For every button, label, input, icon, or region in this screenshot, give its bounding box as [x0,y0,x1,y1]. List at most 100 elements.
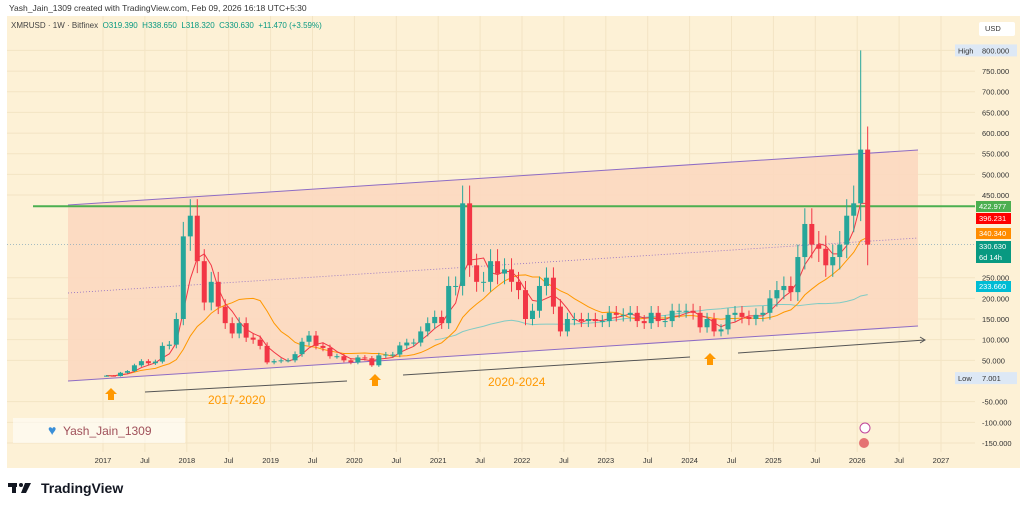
candle [145,361,151,364]
candle [767,298,773,313]
countdown-label: 6d 14h [979,253,1002,262]
currency-button[interactable]: USD [979,22,1015,36]
x-tick-label: 2021 [430,456,447,465]
candle [522,290,528,320]
candle [446,285,452,324]
price-label-bg [976,241,1011,263]
x-tick-label: Jul [894,456,904,465]
y-tick-label: 550.000 [982,150,1009,159]
high-value: H338.650 [142,21,177,30]
candle [355,357,361,363]
candle [516,281,522,291]
candle [362,357,368,359]
x-tick-label: Jul [475,456,485,465]
candle [404,342,410,346]
candle [285,360,291,362]
candle [578,319,584,322]
candle [704,319,710,328]
price-label: 396.231 [979,214,1006,223]
candle [222,306,228,324]
candle [739,312,745,317]
x-tick-label: 2025 [765,456,782,465]
candle [690,310,696,313]
low-marker-value: 7.001 [982,374,1001,383]
tradingview-logo[interactable]: TradingView [8,480,123,496]
candle [271,361,277,363]
symbol-name[interactable]: XMRUSD · 1W · Bitfinex [11,21,99,30]
x-tick-label: 2027 [933,456,950,465]
x-tick-label: 2024 [681,456,698,465]
watermark-text: Yash_Jain_1309 [63,424,152,438]
tradingview-logo-icon [8,483,31,493]
candle [383,354,389,356]
candle [760,312,766,315]
y-tick-label: 50.000 [982,356,1005,365]
candle [131,365,137,372]
candle [858,149,864,204]
x-tick-label: 2019 [262,456,279,465]
candle [809,223,815,245]
price-label: 340.340 [979,229,1006,238]
candle [173,319,179,345]
candle [467,203,473,266]
candle [425,323,431,332]
candle [313,335,319,346]
candle [550,277,556,307]
candle [397,345,403,355]
up-arrow-icon [369,374,381,386]
x-tick-label: Jul [643,456,653,465]
price-label-bg [976,201,1011,212]
price-label: 422.977 [979,202,1006,211]
candle [837,244,843,258]
watermark-box [13,418,185,443]
candle [830,257,836,266]
price-label-bg [976,281,1011,292]
y-tick-label: 600.000 [982,129,1009,138]
price-label-bg [976,228,1011,239]
candle [306,335,312,342]
candle [180,236,186,320]
candle [781,285,787,291]
candle [194,215,200,262]
candle [474,265,480,282]
candle [592,319,598,322]
candle [460,203,466,286]
brand-name: TradingView [41,480,124,496]
trend-line [737,339,926,354]
candle [788,285,794,293]
candle [481,281,487,283]
candle [753,314,759,320]
candle [844,215,850,245]
candle [634,312,640,322]
candle [418,331,424,343]
y-tick-label: 450.000 [982,191,1009,200]
candle [390,354,396,356]
candle [509,269,515,282]
candle [453,285,459,287]
x-tick-label: 2022 [514,456,531,465]
symbol-legend: XMRUSD · 1W · Bitfinex O319.390 H338.650… [11,21,322,30]
x-tick-label: Jul [811,456,821,465]
low-marker-label: Low [958,374,972,383]
candle [669,310,675,322]
candle [341,356,347,361]
candle [823,248,829,266]
trend-line [144,380,348,393]
y-tick-label: 750.000 [982,67,1009,76]
candle [488,261,494,282]
channel-lower-line [67,325,919,382]
candle [124,371,130,373]
candle [536,285,542,311]
candle [159,345,165,362]
chart-credit: Yash_Jain_1309 created with TradingView.… [9,3,307,13]
candle [215,281,221,307]
candle [606,312,612,322]
candle [278,360,284,362]
candle [655,312,661,322]
candle [439,316,445,324]
candle [816,244,822,249]
candle [201,261,207,303]
candle [208,281,214,303]
price-label: 233.660 [979,282,1006,291]
